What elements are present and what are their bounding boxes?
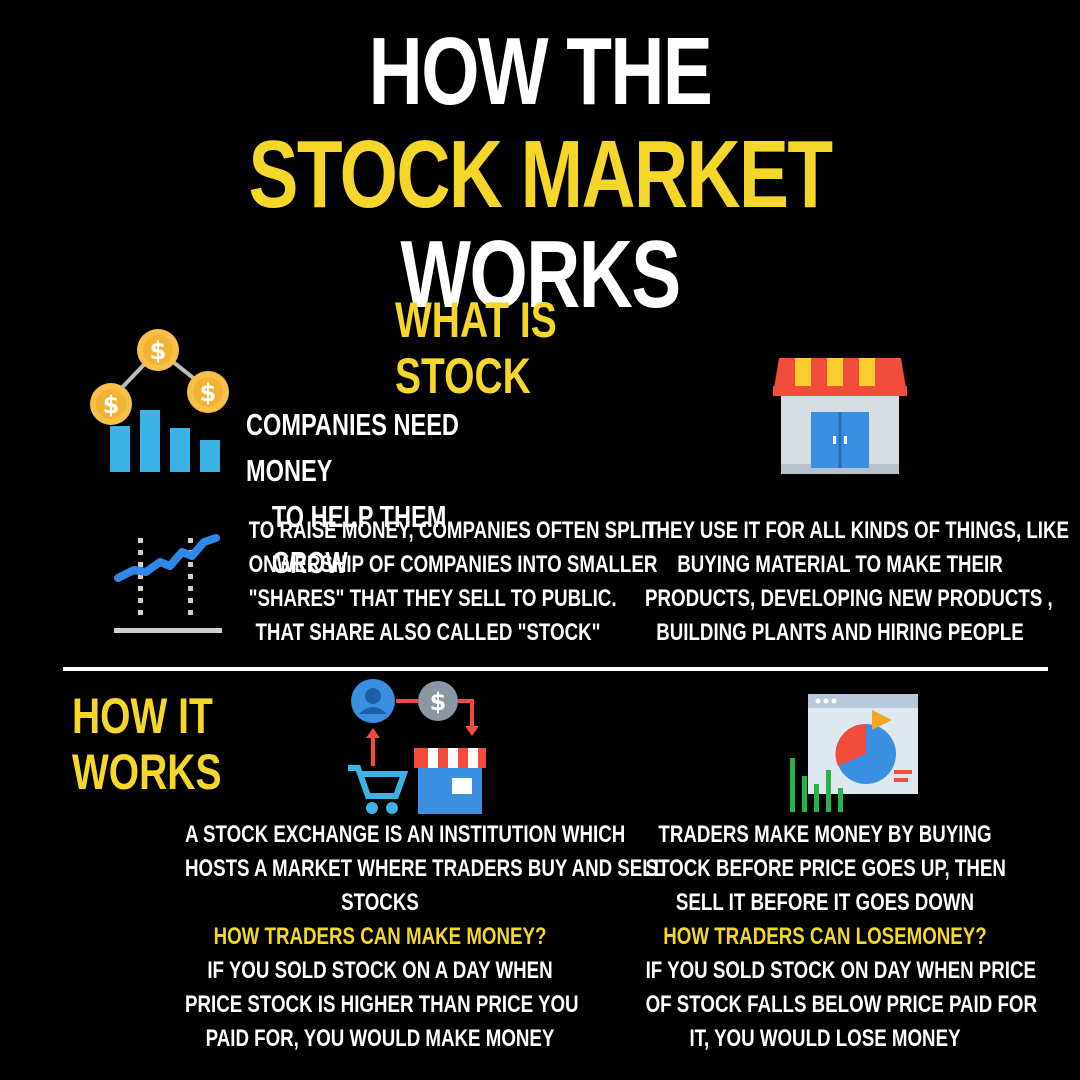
text-line: IT, YOU WOULD LOSE MONEY bbox=[689, 1025, 961, 1052]
text-line: PAID FOR, YOU WOULD MAKE MONEY bbox=[205, 1025, 555, 1052]
storefront-icon bbox=[773, 358, 907, 474]
exchange-cycle-icon: $ bbox=[348, 679, 486, 814]
text-traders-make-money: TRADERS MAKE MONEY BY BUYING STOCK BEFOR… bbox=[645, 818, 1038, 1056]
text-line: STOCKS bbox=[341, 889, 419, 916]
subheading-make-money: HOW TRADERS CAN MAKE MONEY? bbox=[213, 923, 547, 950]
section-divider bbox=[63, 667, 1048, 671]
text-line: BUILDING PLANTS AND HIRING PEOPLE bbox=[656, 619, 1024, 646]
text-line: BUYING MATERIAL TO MAKE THEIR bbox=[677, 551, 1003, 578]
title-line-2: STOCK MARKET WORKS bbox=[119, 125, 961, 325]
text-line: TO RAISE MONEY, COMPANIES OFTEN SPLIT bbox=[248, 517, 658, 544]
text-stock-exchange: A STOCK EXCHANGE IS AN INSTITUTION WHICH… bbox=[185, 818, 666, 1056]
text-line: SELL IT BEFORE IT GOES DOWN bbox=[675, 889, 975, 916]
text-line: TRADERS MAKE MONEY BY BUYING bbox=[658, 821, 992, 848]
svg-text:$: $ bbox=[103, 391, 120, 419]
title-highlight: STOCK MARKET bbox=[248, 121, 833, 228]
section-heading-how-it-works: HOW IT WORKS bbox=[72, 688, 222, 800]
text-line: "SHARES" THAT THEY SELL TO PUBLIC. bbox=[248, 585, 617, 612]
title-rest: WORKS bbox=[400, 221, 681, 328]
text-line: A STOCK EXCHANGE IS AN INSTITUTION WHICH bbox=[185, 821, 626, 848]
text-line: HOSTS A MARKET WHERE TRADERS BUY AND SEL… bbox=[185, 855, 666, 882]
section-heading-what-is-stock: WHAT IS STOCK bbox=[395, 292, 557, 404]
trend-line-chart-icon bbox=[114, 534, 222, 633]
text-line: OF STOCK FALLS BELOW PRICE PAID FOR bbox=[645, 991, 1038, 1018]
text-line: THEY USE IT FOR ALL KINDS OF THINGS, LIK… bbox=[645, 517, 1070, 544]
analytics-dashboard-icon bbox=[790, 694, 918, 812]
svg-text:$: $ bbox=[150, 337, 167, 365]
text-line: PRODUCTS, DEVELOPING NEW PRODUCTS , bbox=[645, 585, 1053, 612]
title-line-1: HOW THE bbox=[368, 18, 713, 125]
text-line: THAT SHARE ALSO CALLED "STOCK" bbox=[255, 619, 601, 646]
text-line: PRICE STOCK IS HIGHER THAN PRICE YOU bbox=[185, 991, 579, 1018]
text-raise-money: TO RAISE MONEY, COMPANIES OFTEN SPLIT ON… bbox=[248, 514, 658, 650]
svg-text:$: $ bbox=[430, 688, 447, 716]
text-line: ONWERSHIP OF COMPANIES INTO SMALLER bbox=[248, 551, 658, 578]
text-line: TO HELP THEM GROW bbox=[271, 499, 447, 580]
text-companies-need-money: COMPANIES NEED MONEY TO HELP THEM GROW bbox=[246, 402, 504, 586]
subheading-lose-money: HOW TRADERS CAN LOSEMONEY? bbox=[663, 923, 987, 950]
text-line: COMPANIES NEED MONEY bbox=[246, 407, 459, 488]
text-line: STOCK BEFORE PRICE GOES UP, THEN bbox=[645, 855, 1006, 882]
text-use-of-money: THEY USE IT FOR ALL KINDS OF THINGS, LIK… bbox=[645, 514, 1070, 650]
text-line: IF YOU SOLD STOCK ON DAY WHEN PRICE bbox=[645, 957, 1037, 984]
dollar-coins-chart-icon: $ $ $ bbox=[90, 329, 229, 472]
svg-text:$: $ bbox=[200, 379, 217, 407]
text-line: IF YOU SOLD STOCK ON A DAY WHEN bbox=[207, 957, 553, 984]
